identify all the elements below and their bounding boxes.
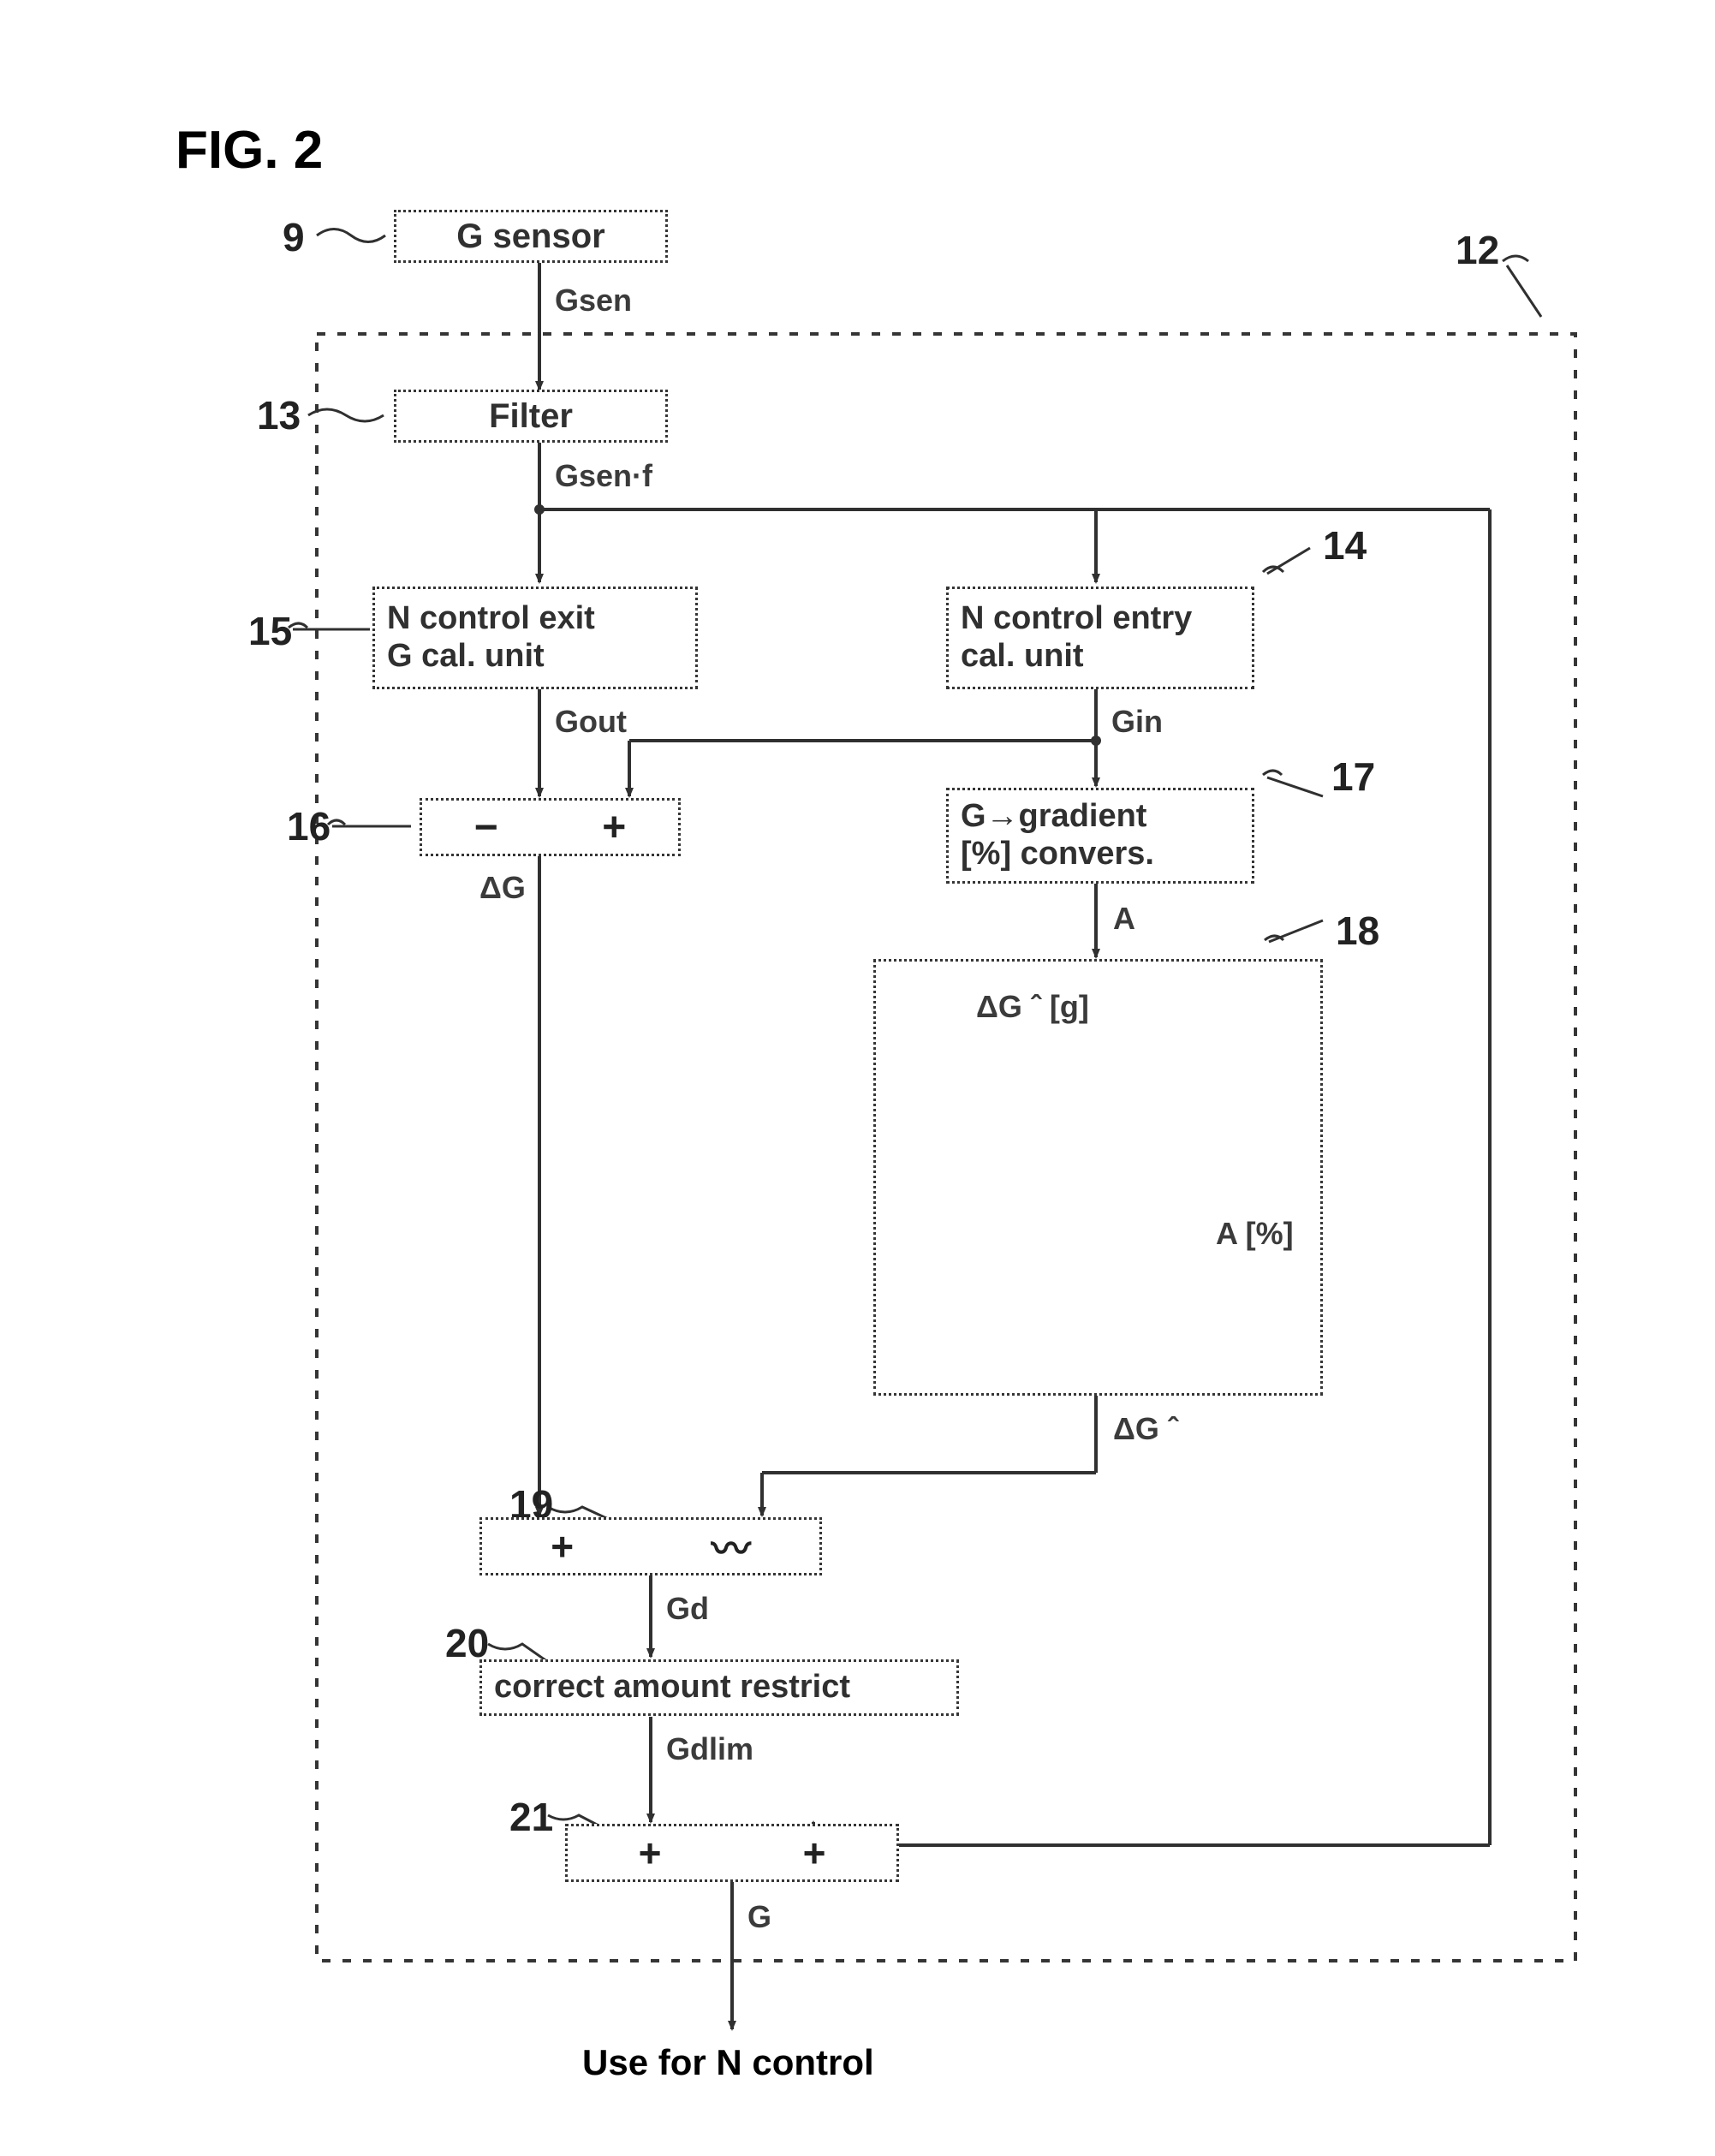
op16-minus: − [474, 804, 498, 851]
label-15: 15 [248, 608, 292, 654]
signal-gin: Gin [1111, 704, 1163, 740]
signal-gsenf: Gsen·f [555, 458, 652, 494]
op-box-21: + + [565, 1824, 899, 1882]
label-16: 16 [287, 803, 330, 849]
label-9: 9 [283, 214, 305, 260]
box-n-control-entry-text: N control entry cal. unit [961, 600, 1192, 675]
box-n-control-entry: N control entry cal. unit [946, 587, 1254, 689]
box-g-gradient-text: G→gradient [%] convers. [961, 798, 1154, 873]
label-21: 21 [509, 1794, 553, 1840]
signal-a: A [1113, 901, 1135, 937]
box-g-sensor-text: G sensor [456, 217, 604, 256]
label-17: 17 [1331, 753, 1375, 800]
signal-gdlim: Gdlim [666, 1731, 753, 1767]
signal-gfinal: G [747, 1899, 771, 1935]
label-18: 18 [1336, 908, 1379, 954]
signal-dgcaret: ΔG ˆ [1113, 1411, 1178, 1447]
op19-wave: 〰 [712, 1518, 751, 1575]
box-filter-text: Filter [489, 396, 573, 436]
op21-plus-right: + [803, 1830, 826, 1876]
signal-gout: Gout [555, 704, 627, 740]
signal-gd: Gd [666, 1591, 709, 1627]
op-box-19: + 〰 [479, 1517, 822, 1575]
op-box-16: − + [420, 798, 681, 856]
box-n-control-exit-text: N control exit G cal. unit [387, 600, 595, 675]
graph-x-label: A [%] [1216, 1216, 1294, 1252]
box-correct-text: correct amount restrict [494, 1669, 850, 1706]
box-graph [873, 959, 1323, 1396]
box-g-sensor: G sensor [394, 210, 668, 263]
op19-plus: + [551, 1523, 574, 1569]
box-g-gradient: G→gradient [%] convers. [946, 788, 1254, 884]
signal-dg: ΔG [479, 870, 526, 906]
box-correct-amount-restrict: correct amount restrict [479, 1659, 959, 1716]
graph-y-label: ΔG ˆ [g] [976, 989, 1089, 1025]
op21-plus-left: + [639, 1830, 662, 1876]
label-13: 13 [257, 392, 301, 438]
box-filter: Filter [394, 390, 668, 443]
page: FIG. 2 [0, 0, 1715, 2156]
use-for-n-control: Use for N control [582, 2042, 874, 2083]
signal-gsen: Gsen [555, 283, 632, 319]
op16-plus: + [602, 804, 626, 851]
label-12: 12 [1456, 227, 1499, 273]
box-n-control-exit: N control exit G cal. unit [372, 587, 698, 689]
label-14: 14 [1323, 522, 1367, 569]
